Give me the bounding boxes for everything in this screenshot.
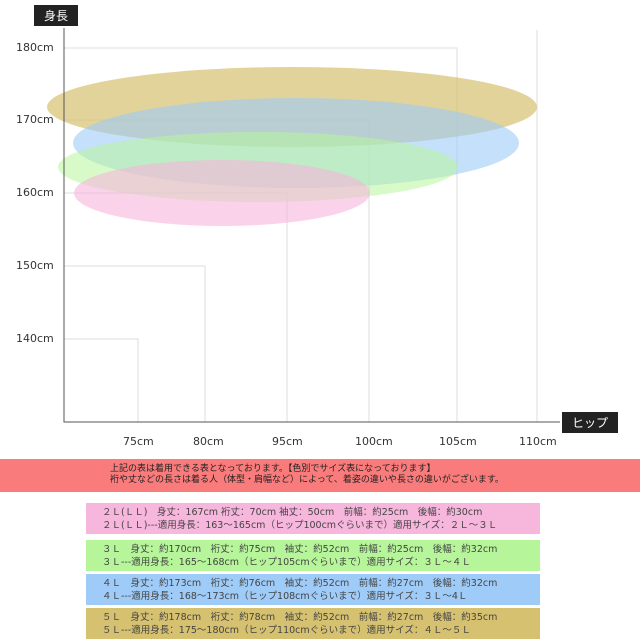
x-tick: 95cm bbox=[272, 435, 303, 448]
x-tick: 110cm bbox=[519, 435, 557, 448]
size-spec: ３Ｌ 身丈：約170cm 裄丈：約75cm 袖丈：約52cm 前幅：約25cm … bbox=[102, 544, 498, 555]
grid-150 bbox=[64, 265, 206, 422]
ellipse-2l bbox=[74, 160, 370, 226]
size-fit: ２Ｌ(ＬＬ)---適用身長：163～165cm（ヒップ100cmぐらいまで）適用… bbox=[102, 520, 498, 531]
size-box-3l: ３Ｌ 身丈：約170cm 裄丈：約75cm 袖丈：約52cm 前幅：約25cm … bbox=[86, 540, 540, 571]
y-tick: 170cm bbox=[16, 113, 54, 126]
size-spec: ４Ｌ 身丈：約173cm 裄丈：約76cm 袖丈：約52cm 前幅：約27cm … bbox=[102, 578, 498, 589]
size-box-2l: ２Ｌ(ＬＬ) 身丈：167cm 裄丈：70cm 袖丈：50cm 前幅：約25cm… bbox=[86, 503, 540, 534]
y-tick: 150cm bbox=[16, 259, 54, 272]
x-tick: 100cm bbox=[355, 435, 393, 448]
x-tick: 80cm bbox=[193, 435, 224, 448]
axes bbox=[63, 28, 560, 423]
notice-line: 上記の表は着用できる表となっております。【色別でサイズ表になっております】 bbox=[110, 464, 436, 474]
x-axis-title: ヒップ bbox=[562, 412, 619, 433]
grid-160 bbox=[64, 192, 288, 422]
y-tick: 160cm bbox=[16, 186, 54, 199]
grid-180 bbox=[64, 47, 458, 422]
size-spec: ５Ｌ 身丈：約178cm 裄丈：約78cm 袖丈：約52cm 前幅：約27cm … bbox=[102, 612, 498, 623]
x-tick: 75cm bbox=[123, 435, 154, 448]
size-box-5l: ５Ｌ 身丈：約178cm 裄丈：約78cm 袖丈：約52cm 前幅：約27cm … bbox=[86, 608, 540, 639]
size-fit: ５Ｌ---適用身長：175～180cm（ヒップ110cmぐらいまで）適用サイズ：… bbox=[102, 625, 471, 636]
grid-140 bbox=[64, 338, 139, 422]
size-spec: ２Ｌ(ＬＬ) 身丈：167cm 裄丈：70cm 袖丈：50cm 前幅：約25cm… bbox=[102, 507, 483, 518]
size-fit: ４Ｌ---適用身長：168～173cm（ヒップ108cmぐらいまで）適用サイズ：… bbox=[102, 591, 468, 602]
notice-line: 裄や丈などの長さは着る人（体型・肩幅など）によって、着姿の違いや長さの違いがござ… bbox=[110, 475, 504, 485]
size-fit: ３Ｌ---適用身長：165～168cm（ヒップ105cmぐらいまで）適用サイズ：… bbox=[102, 557, 471, 568]
notice-banner: 上記の表は着用できる表となっております。【色別でサイズ表になっております】 裄や… bbox=[0, 459, 640, 492]
size-box-4l: ４Ｌ 身丈：約173cm 裄丈：約76cm 袖丈：約52cm 前幅：約27cm … bbox=[86, 574, 540, 605]
y-tick: 180cm bbox=[16, 41, 54, 54]
y-axis-title: 身長 bbox=[34, 5, 79, 26]
x-tick: 105cm bbox=[439, 435, 477, 448]
size-chart bbox=[47, 28, 560, 423]
y-tick: 140cm bbox=[16, 332, 54, 345]
